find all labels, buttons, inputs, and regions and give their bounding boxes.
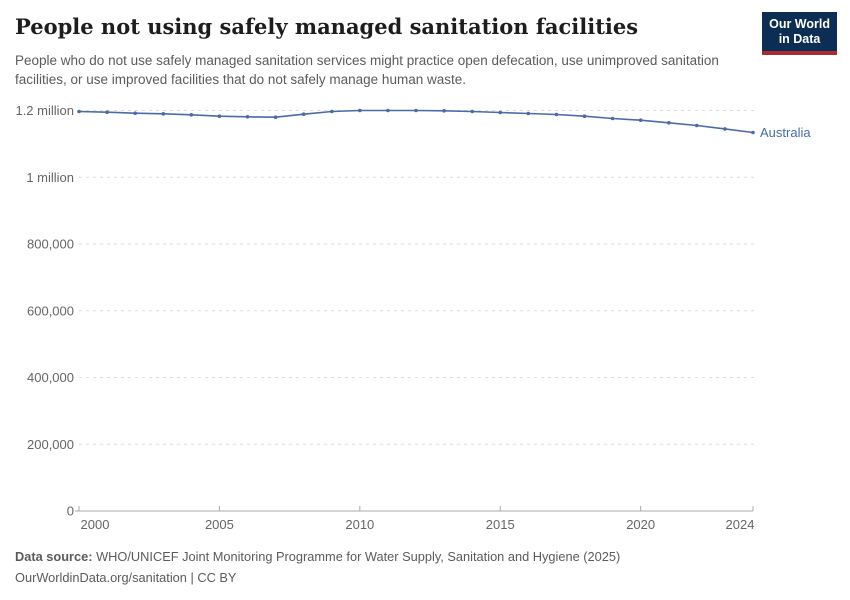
line-chart-canvas[interactable]: 0 200,000 400,000 600,000 800,000 1 million 1.… [0, 95, 850, 540]
chart-footer: Data source: WHO/UNICEF Joint Monitoring… [15, 546, 620, 588]
data-point-2008[interactable] [301, 112, 306, 116]
x-tick-label-2010: 2010 [345, 517, 374, 532]
data-point-2021[interactable] [667, 121, 671, 125]
data-point-2013[interactable] [442, 109, 446, 113]
entity-label-australia[interactable]: Australia [760, 125, 811, 140]
data-point-2019[interactable] [610, 116, 615, 121]
x-tick-label-2005: 2005 [205, 517, 234, 532]
owid-logo-line1: Our World [769, 17, 830, 31]
data-point-2014[interactable] [470, 109, 475, 114]
owid-logo-line2: in Data [778, 31, 821, 46]
data-source-text: WHO/UNICEF Joint Monitoring Programme fo… [92, 549, 621, 564]
data-point-2023[interactable] [723, 127, 727, 131]
y-tick-label-0: 0 [67, 504, 74, 519]
x-tick-label-2000: 2000 [81, 517, 110, 532]
owid-logo[interactable]: Our World in Data [762, 12, 837, 55]
data-point-2018[interactable] [582, 114, 587, 118]
data-point-2002[interactable] [133, 111, 137, 115]
data-point-2022[interactable] [695, 123, 699, 128]
license-line[interactable]: OurWorldinData.org/sanitation | CC BY [15, 570, 237, 586]
data-point-2020[interactable] [638, 118, 643, 122]
data-point-2024[interactable] [751, 130, 755, 135]
data-source-label: Data source: [15, 549, 93, 564]
data-point-2007[interactable] [273, 115, 278, 119]
data-point-2003[interactable] [161, 112, 166, 116]
data-point-2010[interactable] [358, 108, 362, 113]
data-point-2001[interactable] [105, 110, 109, 114]
data-point-2009[interactable] [330, 109, 334, 114]
chart-subtitle: People who do not use safely managed san… [15, 53, 719, 88]
data-point-2000[interactable] [77, 109, 81, 114]
data-point-2016[interactable] [526, 111, 531, 116]
data-point-2017[interactable] [554, 112, 559, 117]
y-tick-label-1200000: 1.2 million [15, 103, 74, 118]
y-tick-label-600000: 600,000 [27, 303, 74, 318]
y-tick-label-400000: 400,000 [27, 370, 74, 385]
data-point-2006[interactable] [245, 115, 250, 119]
data-point-2015[interactable] [498, 110, 503, 115]
y-tick-label-1000000: 1 million [26, 170, 74, 185]
y-tick-label-200000: 200,000 [27, 437, 74, 452]
australia-series-line[interactable] [78, 109, 754, 134]
data-source-line: Data source: WHO/UNICEF Joint Monitoring… [15, 546, 620, 567]
x-tick-label-2020: 2020 [626, 517, 655, 532]
data-point-2012[interactable] [414, 108, 418, 113]
data-point-2011[interactable] [386, 108, 390, 113]
data-point-2004[interactable] [189, 113, 194, 117]
x-tick-label-2015: 2015 [486, 517, 515, 532]
y-tick-label-800000: 800,000 [27, 237, 74, 252]
x-tick-label-2024: 2024 [726, 517, 755, 532]
chart-title: People not using safely managed sanitati… [15, 14, 639, 39]
data-point-2005[interactable] [217, 114, 222, 118]
